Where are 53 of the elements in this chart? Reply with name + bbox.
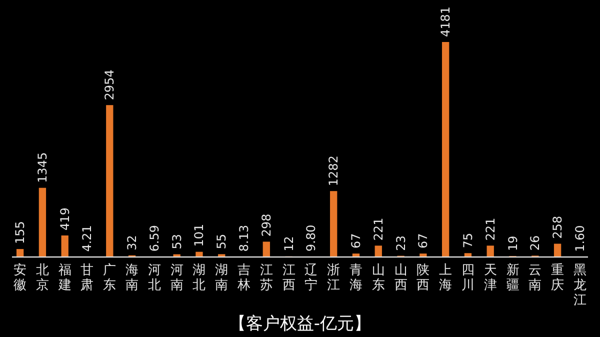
x-tick-label: 黑龙江 (573, 263, 586, 308)
data-label: 19 (506, 236, 520, 252)
data-label: 26 (528, 235, 542, 251)
x-tick-label: 安徽 (14, 262, 27, 293)
x-tick-label: 云南 (528, 263, 542, 293)
x-tick-label: 四川 (461, 263, 474, 293)
x-tick-label: 浙江 (327, 263, 340, 293)
data-label: 53 (170, 234, 184, 250)
data-label: 258 (550, 216, 565, 239)
x-tick-label: 新疆 (506, 263, 520, 293)
x-tick-label: 江苏 (260, 263, 273, 293)
x-tick-label: 吉林 (236, 263, 251, 293)
data-label: 4181 (438, 6, 453, 37)
x-tick-label: 河北 (148, 263, 161, 293)
data-label: 32 (125, 235, 140, 250)
data-label: 75 (460, 232, 475, 248)
data-label: 4.21 (80, 225, 94, 252)
data-label: 9.80 (304, 224, 318, 252)
data-label: 6.59 (147, 224, 162, 252)
data-label: 1282 (326, 156, 341, 186)
data-label: 419 (58, 208, 72, 230)
x-tick-label: 上海 (439, 263, 452, 293)
data-label: 8.13 (237, 224, 252, 252)
x-tick-label: 广东 (103, 263, 116, 293)
x-tick-label: 山东 (372, 263, 385, 293)
data-label: 221 (483, 218, 498, 241)
x-tick-label: 河南 (170, 263, 184, 293)
data-label: 2954 (102, 70, 117, 100)
data-label: 155 (13, 221, 28, 244)
x-tick-label: 天津 (484, 263, 497, 293)
data-label: 101 (192, 224, 206, 247)
x-tick-label: 陕西 (416, 263, 430, 293)
data-label: 23 (394, 236, 408, 251)
data-label: 67 (348, 233, 363, 249)
data-label: 55 (214, 234, 229, 250)
x-tick-label: 重庆 (551, 263, 564, 293)
data-label: 1345 (35, 152, 50, 183)
x-tick-label: 辽宁 (304, 263, 318, 293)
data-label: 298 (259, 214, 274, 237)
data-label: 1.60 (572, 225, 587, 252)
data-label: 12 (282, 236, 296, 252)
x-tick-label: 福建 (57, 263, 72, 293)
x-tick-label: 山西 (394, 263, 408, 293)
data-label: 67 (416, 233, 430, 249)
x-tick-label: 湖南 (215, 263, 228, 293)
x-tick-label: 海南 (126, 263, 139, 293)
x-tick-label: 甘肃 (80, 263, 94, 293)
text: 【客户权益-亿元】 (228, 314, 372, 334)
x-tick-label: 江西 (282, 263, 296, 293)
x-tick-label: 北京 (36, 263, 49, 293)
x-tick-label: 湖北 (192, 263, 206, 293)
data-label: 221 (371, 218, 386, 241)
x-tick-label: 青海 (349, 263, 362, 293)
